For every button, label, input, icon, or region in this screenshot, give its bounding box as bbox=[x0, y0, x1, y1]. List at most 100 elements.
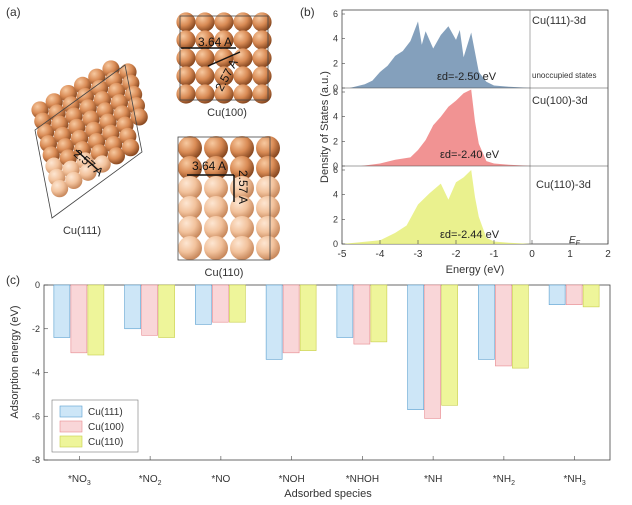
panel-a-label: (a) bbox=[6, 5, 21, 19]
cu100-atom bbox=[176, 84, 196, 104]
category-sub: 3 bbox=[582, 480, 586, 487]
cu100-atom bbox=[214, 66, 234, 86]
cu110-atom bbox=[230, 156, 254, 180]
dos-area-3 bbox=[342, 170, 532, 244]
cu100-atoms bbox=[176, 12, 272, 104]
cu100-atom bbox=[233, 66, 253, 86]
dos-xlabel: Energy (eV) bbox=[446, 264, 505, 276]
category-base: *NHOH bbox=[346, 474, 379, 485]
dos-series-label: Cu(110)-3d bbox=[536, 179, 591, 191]
fermi-label: EF bbox=[569, 235, 581, 247]
category-base: *NH bbox=[424, 474, 442, 485]
cu110-atom bbox=[204, 136, 228, 160]
cu110-atom bbox=[178, 196, 202, 220]
cu110-atom bbox=[204, 176, 228, 200]
bar-cu100-4 bbox=[353, 284, 371, 345]
bar-cu111-2 bbox=[195, 284, 212, 325]
fermi-label-sub: F bbox=[576, 240, 581, 247]
bar-cu110-4 bbox=[370, 284, 388, 343]
cu110-atom bbox=[204, 236, 228, 260]
cu110-atom bbox=[178, 176, 202, 200]
panel-c-label: (c) bbox=[6, 273, 20, 287]
bar-category-label: *NHOH bbox=[346, 474, 379, 485]
cu110-name: Cu(110) bbox=[205, 267, 244, 279]
cu100-atom bbox=[252, 30, 272, 50]
dos-ytick-label: 2 bbox=[333, 136, 338, 146]
cu110-atom bbox=[256, 216, 280, 240]
cu100-cell-outline bbox=[179, 15, 269, 101]
cu100-atom bbox=[195, 84, 215, 104]
cu110-atom bbox=[256, 176, 280, 200]
dos-ytick-label: 4 bbox=[333, 34, 338, 44]
cu110-atom bbox=[178, 156, 202, 180]
cu100-atom bbox=[233, 12, 253, 32]
legend-swatch-cu110 bbox=[59, 435, 83, 448]
category-base: *NO bbox=[68, 474, 87, 485]
bar-cu100-0 bbox=[70, 284, 88, 354]
panel-a: (a) 2.57 A Cu(111) 3.64 A 2.57 A Cu(100)… bbox=[6, 5, 280, 279]
bar-cu100-3 bbox=[282, 284, 300, 354]
bar-plot: 0-2-4-6-8*NO3 *NO2 *NO *NOH *NHOH *NH *NH2 *NH3 bbox=[32, 280, 600, 487]
cu100-atom bbox=[252, 48, 272, 68]
cu110-atom bbox=[204, 196, 228, 220]
cu100-dim-line-d bbox=[207, 51, 241, 67]
bar-cu110-1 bbox=[158, 284, 175, 338]
bar-cu100-7 bbox=[565, 284, 583, 305]
cu110-atom bbox=[230, 136, 254, 160]
category-sub: 3 bbox=[87, 480, 91, 487]
dos-xtick-label: -2 bbox=[452, 249, 461, 260]
cu100-atom bbox=[214, 84, 234, 104]
dos-xtick-label: 0 bbox=[529, 249, 535, 260]
bar-cu111-0 bbox=[53, 284, 71, 338]
cu100-atom bbox=[252, 12, 272, 32]
cu100-atom bbox=[233, 30, 253, 50]
category-base: *NO bbox=[211, 474, 230, 485]
bar-category-label: *NH bbox=[424, 474, 442, 485]
bar-cu111-5 bbox=[407, 284, 424, 410]
fermi-label-main: E bbox=[569, 235, 576, 246]
dos-series-label: Cu(100)-3d bbox=[532, 95, 588, 107]
legend-swatch-cu111 bbox=[59, 405, 83, 418]
cu111-atom bbox=[79, 163, 97, 181]
dos-ytick-label: 6 bbox=[333, 9, 338, 19]
dos-area-1 bbox=[349, 21, 532, 88]
cu100-atom bbox=[195, 12, 215, 32]
dos-xtick-label: 1 bbox=[567, 249, 573, 260]
bar-xlabel: Adsorbed species bbox=[284, 488, 372, 500]
bar-cu110-7 bbox=[582, 284, 600, 308]
dos-xtick-label: -5 bbox=[338, 249, 347, 260]
category-sub: 2 bbox=[511, 480, 515, 487]
bar-category-label: *NO3 bbox=[68, 474, 91, 487]
cu110-atom bbox=[204, 156, 228, 180]
cu100-atom bbox=[176, 48, 196, 68]
cu110-cell-outline bbox=[177, 136, 271, 261]
dos-ytick-label: 0 bbox=[333, 83, 338, 93]
cu100-structure: 3.64 A 2.57 A Cu(100) bbox=[176, 12, 272, 119]
bar-ytick-label: -2 bbox=[32, 324, 40, 334]
dos-xtick-label: -4 bbox=[376, 249, 385, 260]
cu110-atom bbox=[230, 236, 254, 260]
panel-b: (b) Cu(111)-3d εd=-2.50 eV 0 2 4 6 Cu(100)-3d ε… bbox=[300, 5, 611, 276]
cu110-atom bbox=[204, 216, 228, 240]
cu100-atom bbox=[214, 48, 234, 68]
cu111-atom bbox=[130, 108, 148, 126]
category-base: *NH bbox=[564, 474, 582, 485]
dos-ytick-label: 6 bbox=[333, 87, 338, 97]
bar-category-label: *NH3 bbox=[564, 474, 586, 487]
bar-cu111-4 bbox=[336, 284, 354, 338]
dos-xtick-label: 2 bbox=[605, 249, 611, 260]
dos-area-2 bbox=[361, 89, 532, 166]
bar-category-label: *NO bbox=[211, 474, 230, 485]
dos-dband-center: εd=-2.44 eV bbox=[440, 229, 500, 241]
bar-category-label: *NO2 bbox=[139, 474, 162, 487]
cu110-atom bbox=[256, 196, 280, 220]
cu100-atom bbox=[214, 30, 234, 50]
category-base: *NOH bbox=[279, 474, 305, 485]
cu110-atom bbox=[256, 156, 280, 180]
dos-dband-center: εd=-2.50 eV bbox=[437, 71, 497, 83]
bar-cu111-3 bbox=[265, 284, 283, 360]
dos-ytick-label: 2 bbox=[333, 214, 338, 224]
dos-ytick-label: 2 bbox=[333, 58, 338, 68]
cu100-atom bbox=[195, 48, 215, 68]
